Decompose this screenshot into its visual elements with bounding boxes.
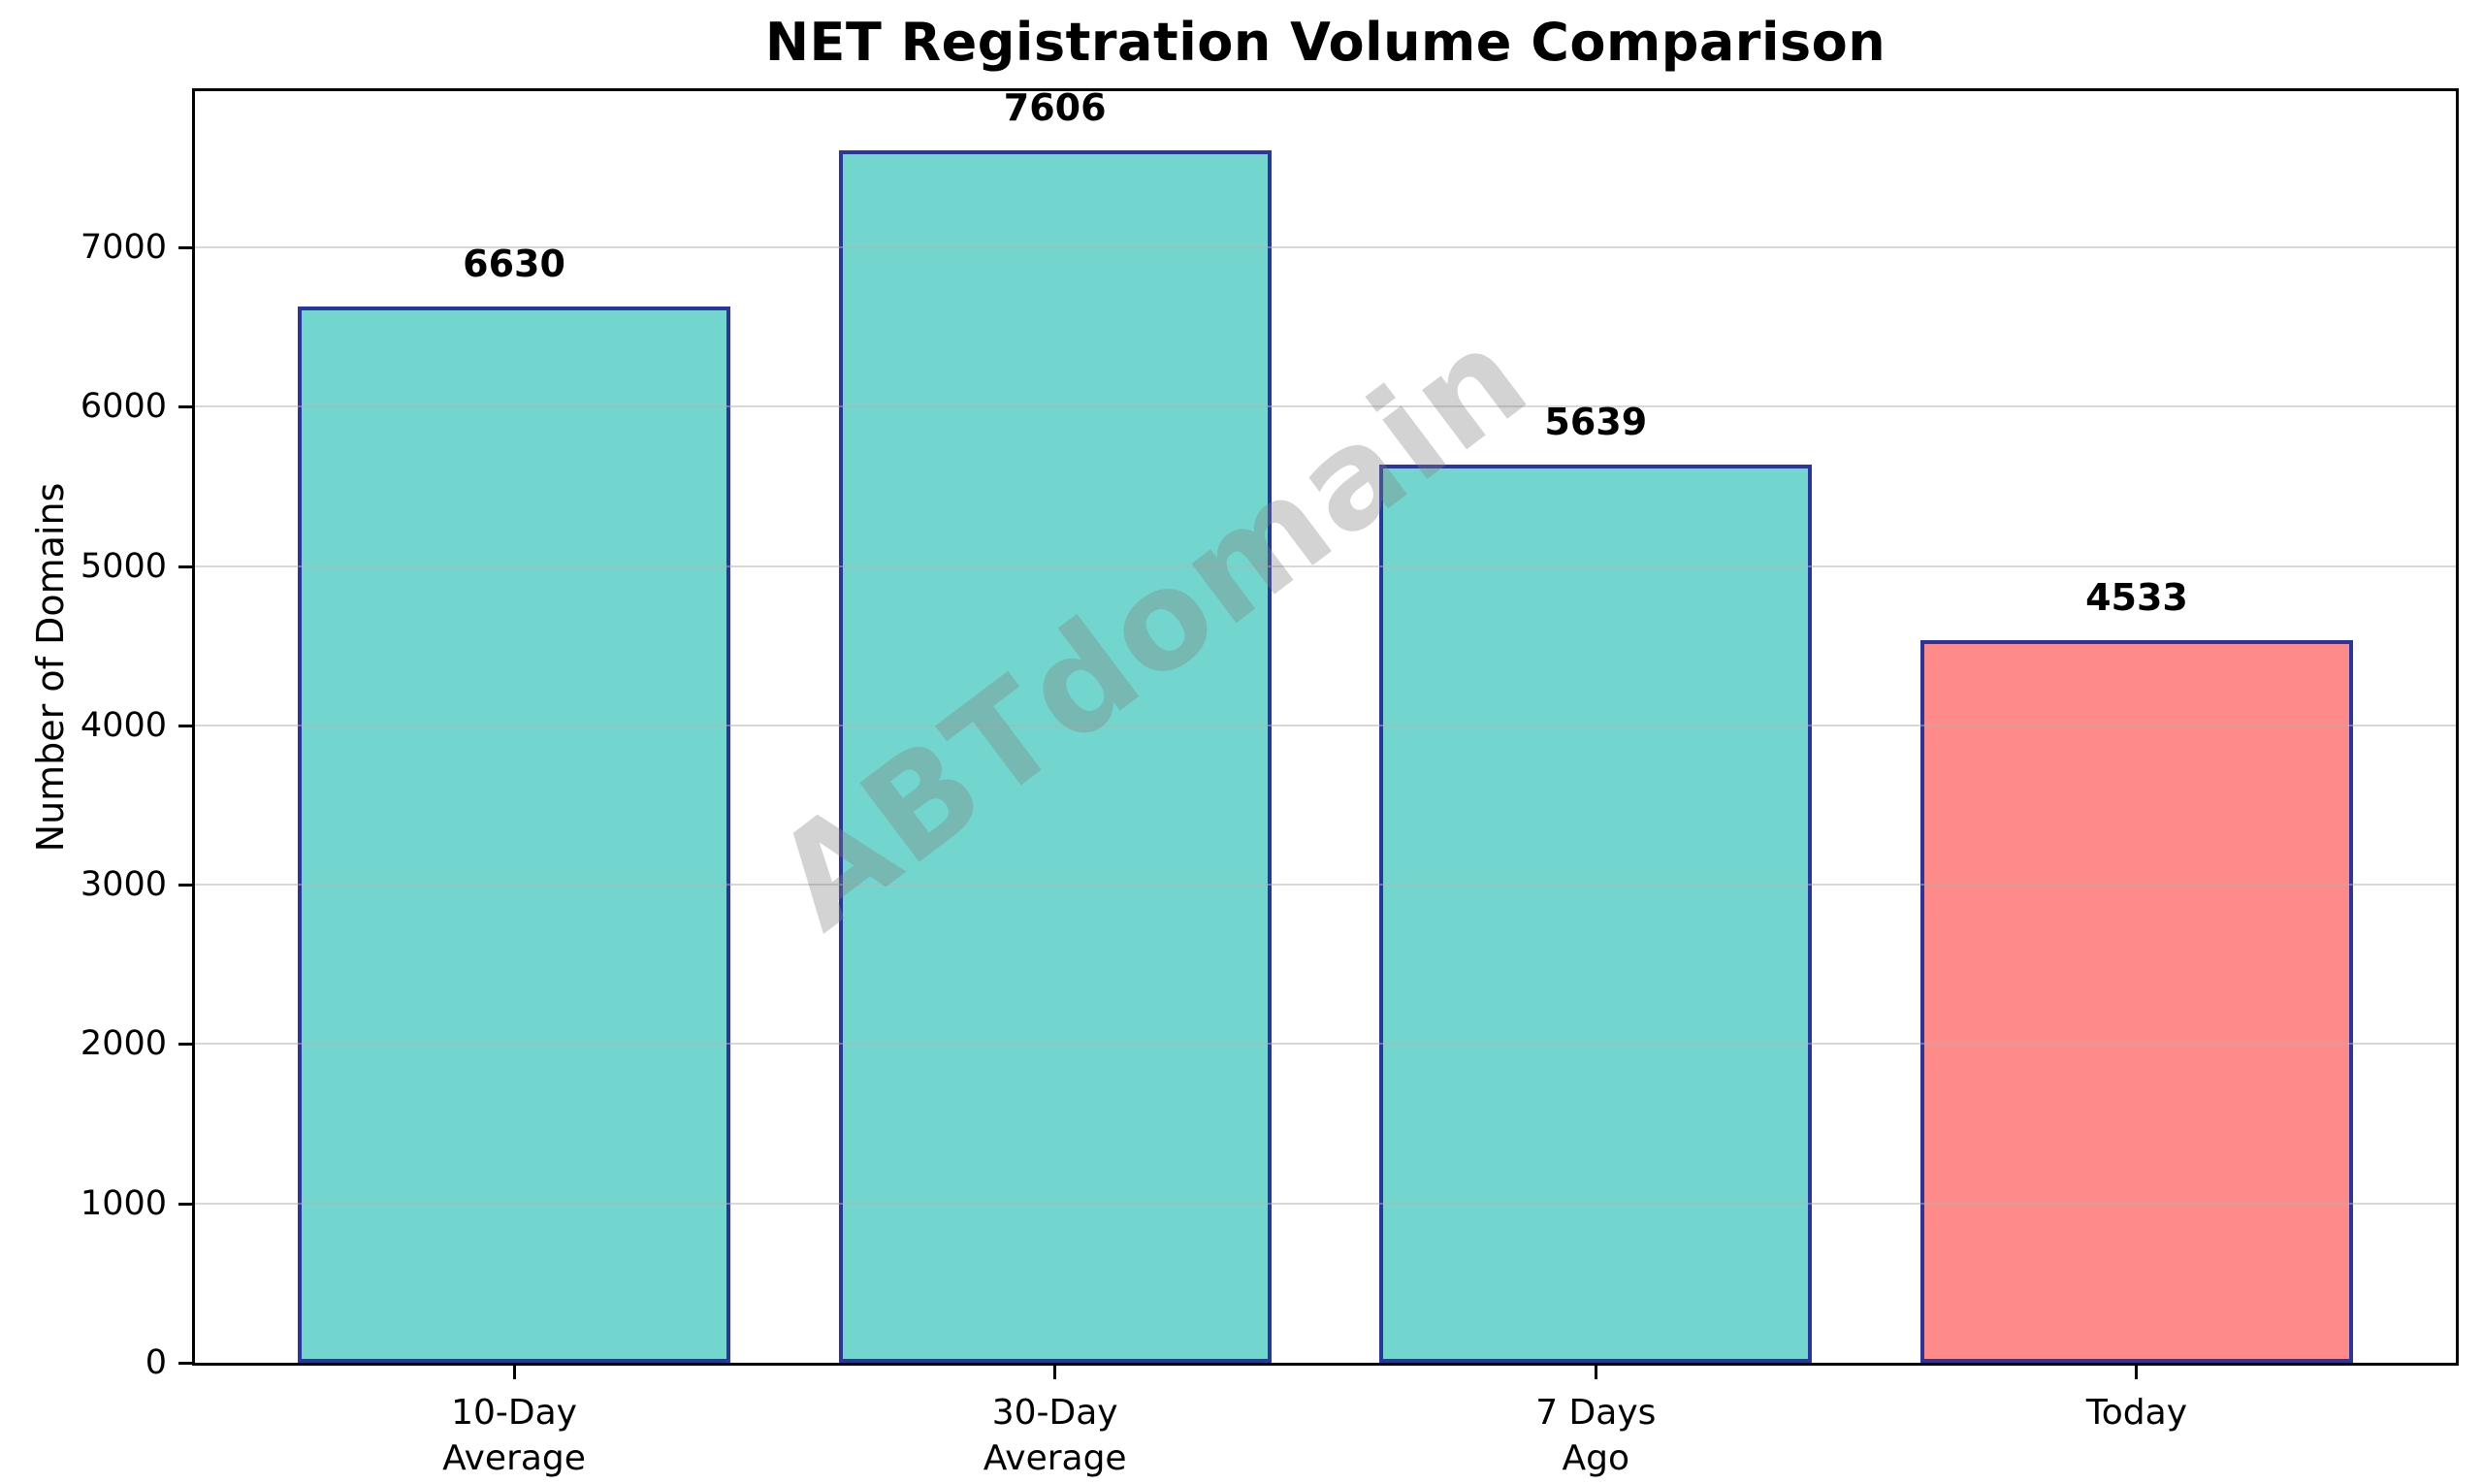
bar-layer: 6630 7606 5639 4533 [195,86,2456,1363]
y-tick-label: 5000 [80,546,167,586]
x-tick-label: Today [2085,1393,2188,1433]
x-tick-label: 30-Day Average [983,1393,1127,1478]
x-tick-label: 10-Day Average [442,1393,586,1478]
y-tick-label: 3000 [80,865,167,905]
y-tick-label: 7000 [80,228,167,267]
y-tick-label: 2000 [80,1024,167,1064]
bar-value-label: 5639 [1544,400,1648,443]
y-tick-label: 0 [145,1343,167,1382]
gridline [195,246,2456,248]
y-tick-mark [178,565,192,568]
y-tick-label: 1000 [80,1183,167,1223]
y-tick-label: 4000 [80,705,167,745]
bar-value-label: 6630 [463,242,565,285]
x-tick-mark [1594,1366,1597,1379]
bar-value-label: 7606 [1003,86,1107,130]
y-tick-mark [178,1202,192,1206]
y-tick-mark [178,724,192,727]
y-tick-mark [178,884,192,887]
x-tick-mark [2135,1366,2139,1379]
gridline [195,565,2456,567]
gridline [195,1202,2456,1205]
y-tick-mark [178,1362,192,1365]
y-tick-mark [178,1043,192,1047]
y-tick-label: 6000 [80,387,167,427]
bar-2 [838,150,1272,1363]
bar-1 [297,306,731,1363]
gridline [195,405,2456,408]
bar-3 [1379,464,1813,1363]
bar-4 [1919,640,2354,1363]
gridline [195,1043,2456,1046]
gridline [195,724,2456,726]
x-tick-mark [512,1366,516,1379]
gridline-layer [195,91,2456,1363]
gridline [195,884,2456,887]
y-tick-mark [178,405,192,409]
plot-area: 6630 7606 5639 4533 ABTdomain [192,86,2459,1366]
x-tick-label: 7 Days Ago [1535,1393,1657,1478]
y-tick-mark [178,246,192,249]
chart-title: NET Registration Volume Comparison [764,12,1886,73]
x-tick-mark [1053,1366,1057,1379]
y-axis-label: Number of Domains [29,482,72,853]
bar-value-label: 4533 [2085,576,2188,620]
